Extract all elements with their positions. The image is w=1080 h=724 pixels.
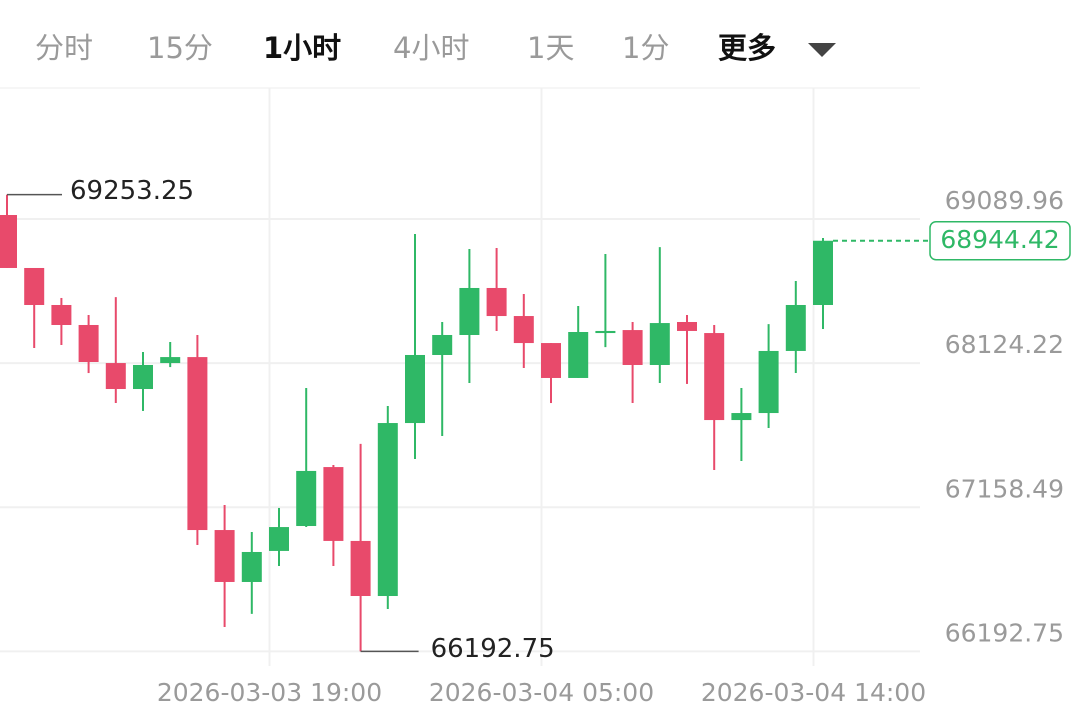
min-label: 66192.75 (431, 634, 555, 664)
tab[interactable]: 1分 (622, 31, 669, 65)
candle-body (568, 332, 589, 378)
tab[interactable]: 1天 (527, 31, 574, 65)
candle-body (323, 467, 344, 541)
candle-body (24, 267, 45, 305)
candle-body (758, 350, 779, 414)
y-tick-label: 67158.49 (945, 474, 1064, 503)
candle-body (269, 527, 289, 551)
candle-body (541, 343, 561, 378)
candle-body (731, 413, 752, 421)
candle-body (405, 354, 425, 424)
dropdown-arrow[interactable] (808, 43, 836, 57)
y-tick-label: 69089.96 (945, 186, 1064, 215)
x-tick-label: 2026-03-03 19:00 (157, 678, 382, 707)
candle-body (105, 363, 126, 390)
candle-body (0, 215, 17, 268)
max-label: 69253.25 (70, 176, 194, 206)
candle-body (296, 470, 317, 527)
candle-body (677, 322, 697, 331)
x-tick-label: 2026-03-04 14:00 (701, 678, 926, 707)
candle-body (813, 240, 833, 305)
tab[interactable]: 15分 (147, 31, 213, 65)
x-tick-label: 2026-03-04 05:00 (429, 678, 654, 707)
current-price-box (929, 221, 1071, 261)
candle-body (785, 304, 806, 351)
candle-body (78, 324, 99, 363)
candle-body (704, 333, 725, 421)
candle-body (459, 287, 480, 335)
candle-body (377, 423, 398, 597)
tab[interactable]: 4小时 (393, 31, 469, 65)
candle-body (432, 334, 453, 355)
candle-body (187, 357, 208, 531)
candle-body (214, 530, 235, 582)
y-tick-label: 68124.22 (945, 330, 1064, 359)
candle-body (486, 287, 507, 317)
candle-body (649, 323, 670, 365)
candle-body (51, 304, 72, 325)
candle-body (160, 357, 181, 364)
candle-body (133, 364, 153, 390)
tab[interactable]: 1小时 (263, 31, 341, 65)
candle-body (241, 551, 262, 582)
candle-body (513, 316, 534, 344)
tab[interactable]: 分时 (35, 31, 93, 65)
y-tick-label: 66192.75 (945, 618, 1064, 647)
candle-body (622, 330, 643, 365)
tab[interactable]: 更多 (718, 31, 776, 65)
current-price: 68944.42 (940, 225, 1059, 254)
candle-body (595, 330, 616, 334)
candle-body (350, 540, 371, 597)
